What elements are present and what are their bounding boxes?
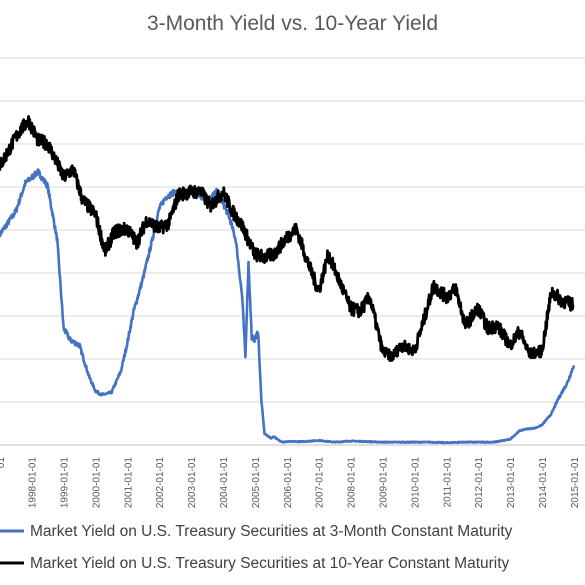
x-tick-label: 2004-01-01: [219, 457, 230, 509]
x-tick-label: 2014-01-01: [538, 457, 549, 509]
x-tick-label: 2009-01-01: [379, 457, 390, 509]
x-tick-label: 2003-01-01: [187, 457, 198, 509]
x-tick-labels: 1998-01-01 1999-01-01 2000-01-01 2001-01-01…: [0, 457, 581, 509]
series-lines: [0, 115, 576, 445]
x-tick-label: 1998-01-01: [28, 457, 39, 509]
series-line-3-month: [0, 168, 576, 445]
x-tick-label: 2005-01-01: [251, 457, 262, 509]
legend: Market Yield on U.S. Treasury Securities…: [0, 523, 513, 572]
legend-label: Market Yield on U.S. Treasury Securities…: [30, 555, 510, 572]
x-tick-label: 2006-01-01: [283, 457, 294, 509]
chart-title: 3-Month Yield vs. 10-Year Yield: [146, 12, 439, 35]
x-tick-label: 2007-01-01: [315, 457, 326, 509]
x-tick-label: 2000-01-01: [92, 457, 103, 509]
legend-label: Market Yield on U.S. Treasury Securities…: [30, 523, 513, 540]
x-tick-label: 2002-01-01: [155, 457, 166, 509]
x-tick-label: 2008-01-01: [347, 457, 358, 509]
x-tick-label: 2013-01-01: [506, 457, 517, 509]
series-line-10-year: [0, 115, 575, 363]
x-tick-label: 1999-01-01: [60, 457, 71, 509]
x-tick-label: 2012-01-01: [474, 457, 485, 509]
x-tick-label: 2001-01-01: [123, 457, 134, 509]
x-tick-label: 2010-01-01: [410, 457, 421, 509]
x-tick-label: 01: [0, 457, 7, 469]
gridlines: [0, 57, 585, 446]
x-tick-label: 2011-01-01: [442, 457, 453, 508]
x-tick-label: 2015-01-01: [570, 457, 581, 509]
